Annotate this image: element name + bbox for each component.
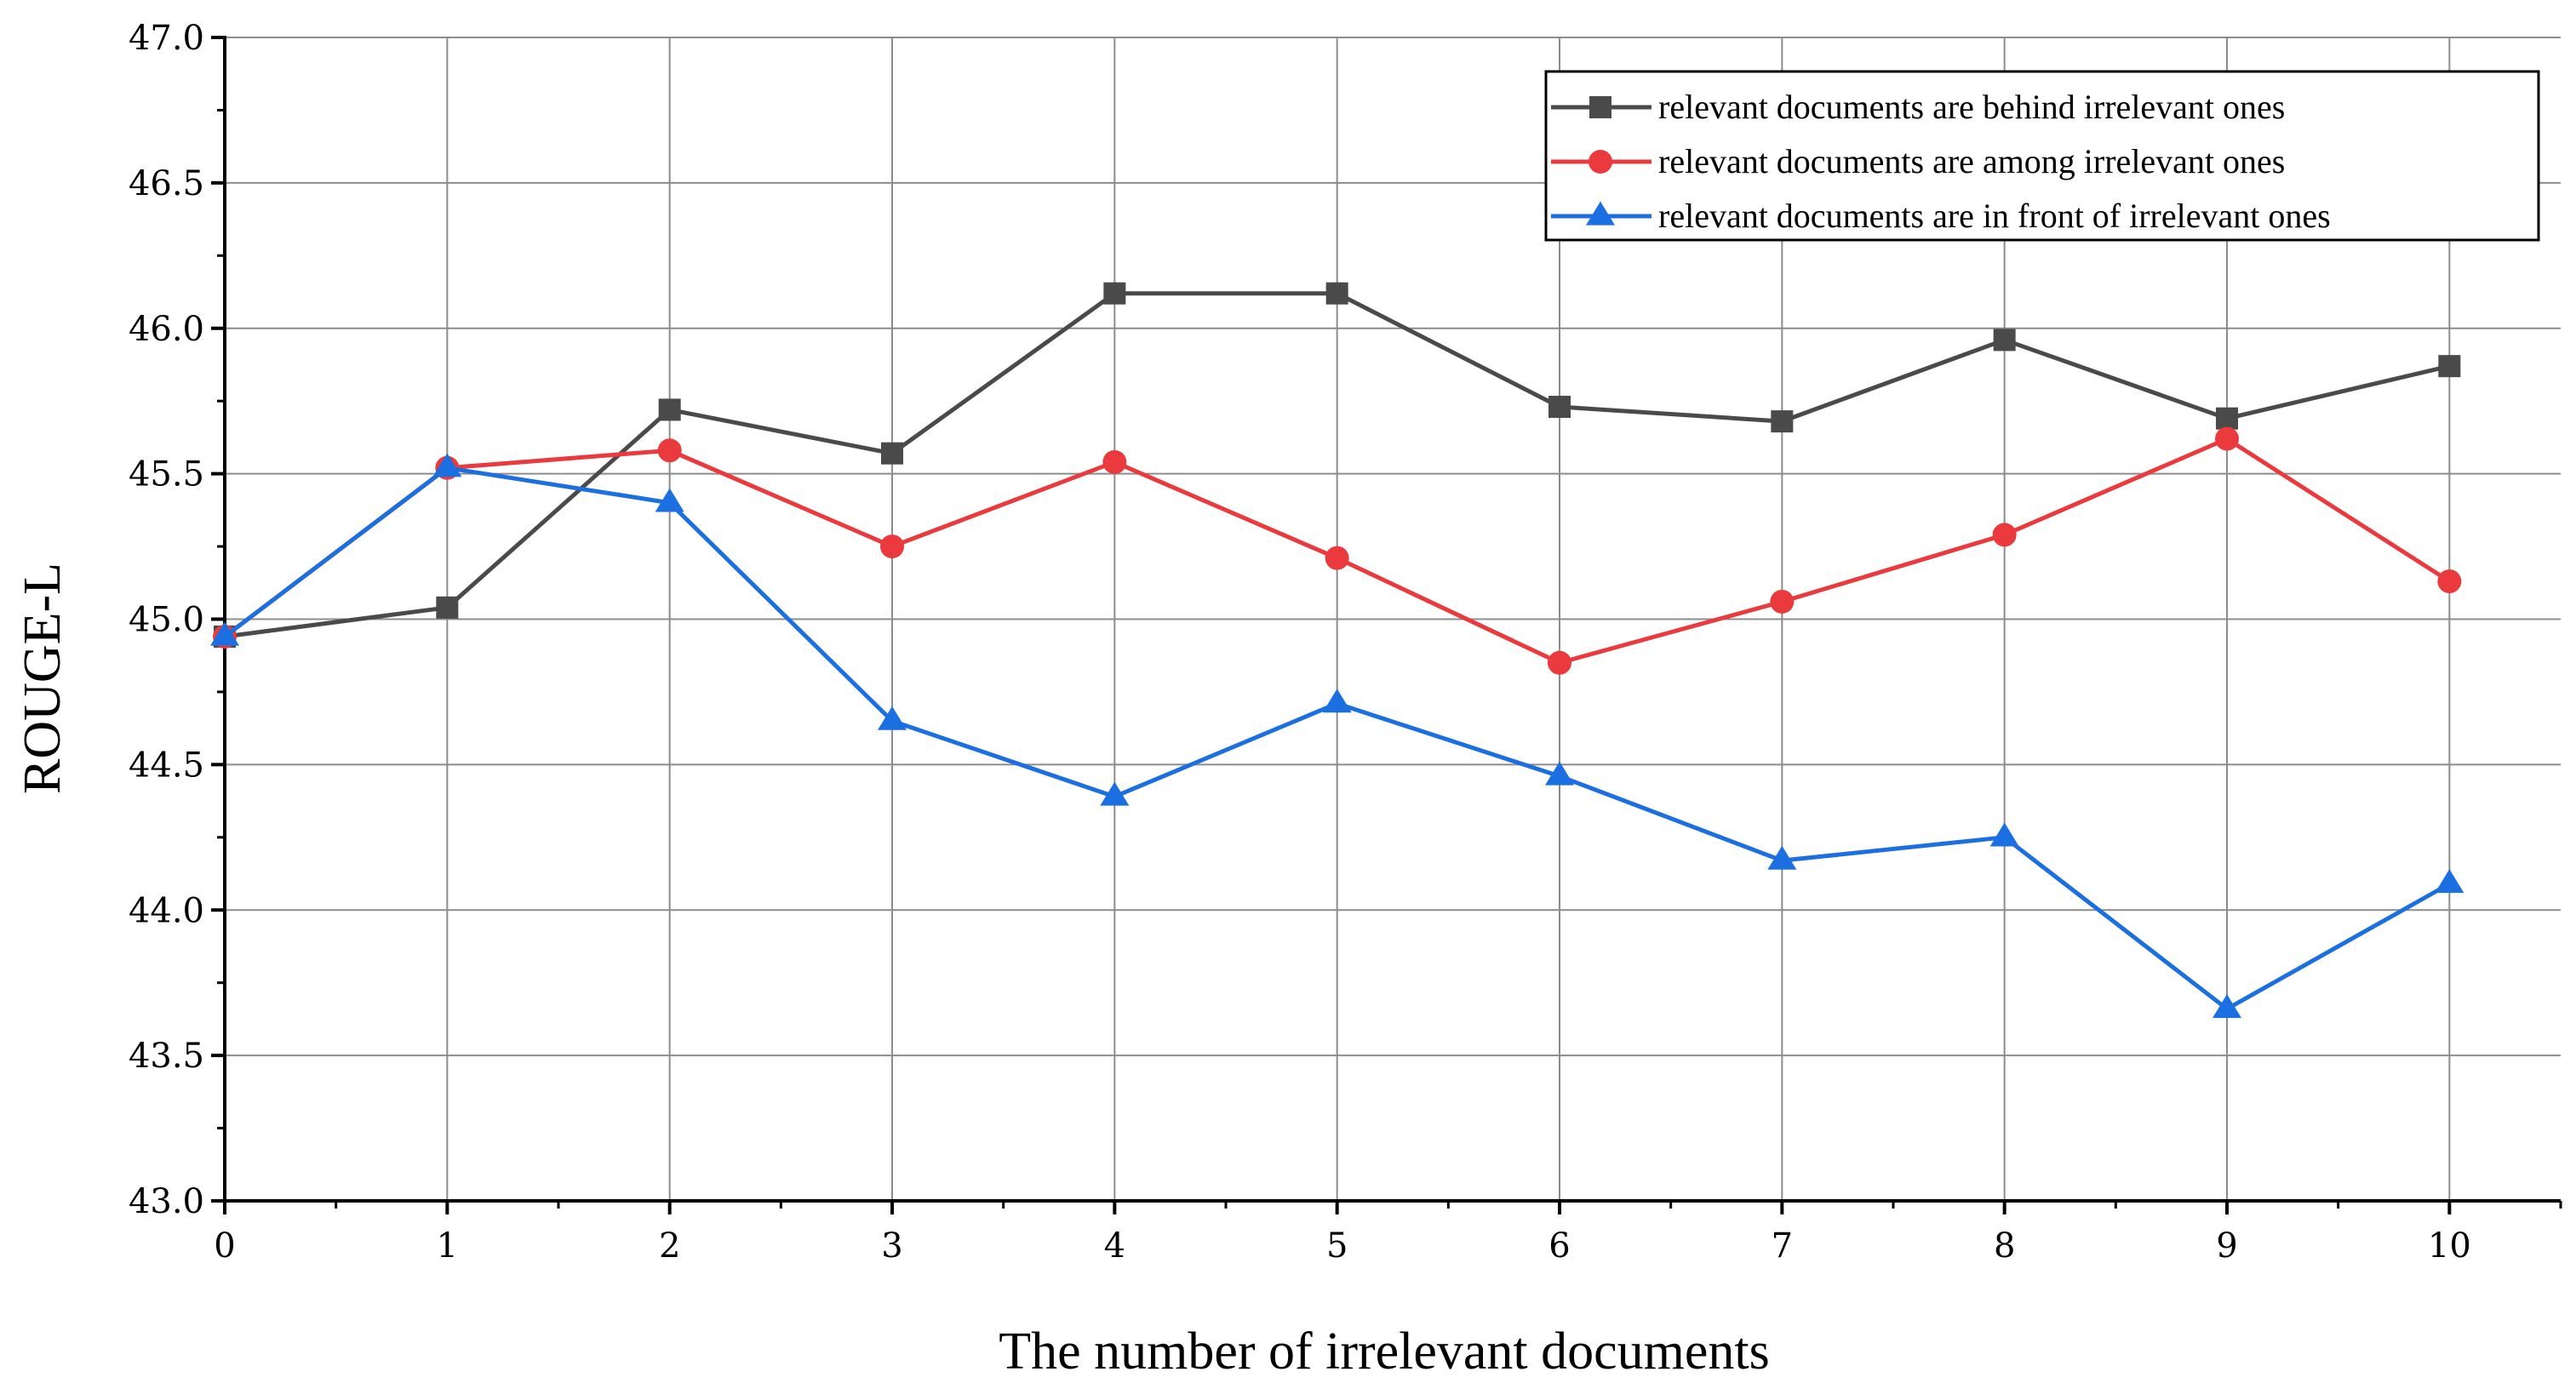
series-3 xyxy=(210,453,2464,1019)
x-tick-label: 9 xyxy=(2216,1226,2237,1266)
series-3-point xyxy=(210,621,239,646)
series-3-point xyxy=(655,488,684,512)
series-2-point xyxy=(2215,426,2239,451)
series-2-point xyxy=(880,534,904,559)
legend-label: relevant documents are in front of irrel… xyxy=(1658,197,2331,235)
series-3-point xyxy=(2212,994,2241,1019)
series-3-point xyxy=(1322,689,1352,713)
series-1-point xyxy=(2216,407,2238,430)
y-tick-label: 45.5 xyxy=(129,455,204,494)
series-3-point xyxy=(2435,869,2464,894)
y-tick-label: 46.5 xyxy=(129,164,204,203)
x-tick-label: 5 xyxy=(1326,1226,1348,1266)
y-tick-label: 43.5 xyxy=(129,1037,204,1076)
legend-entry-1: relevant documents are behind irrelevant… xyxy=(1551,88,2285,126)
series-3-point xyxy=(878,706,907,730)
series-2-point xyxy=(2437,569,2462,594)
series-2 xyxy=(213,426,2462,675)
series-2-point xyxy=(1325,546,1349,570)
y-tick-label: 47.0 xyxy=(129,19,204,58)
x-tick-label: 6 xyxy=(1548,1226,1570,1266)
x-tick-label: 10 xyxy=(2428,1226,2471,1266)
series-1-point xyxy=(2438,355,2461,378)
series-1-point xyxy=(658,398,681,421)
x-axis-title: The number of irrelevant documents xyxy=(999,1323,1770,1380)
series-2-point xyxy=(1548,650,1571,675)
axes: 0 1 2 3 4 5 6 7 8 9 10 43.0 43.5 44.0 44.5 45.0 45.5 46.0… xyxy=(129,19,2562,1266)
series-1-point xyxy=(436,596,459,619)
series-1 xyxy=(214,282,2461,649)
series-layer xyxy=(210,282,2464,1019)
legend-label: relevant documents are behind irrelevant… xyxy=(1658,88,2285,126)
x-tick-label: 7 xyxy=(1772,1226,1793,1266)
series-3-point xyxy=(1545,761,1574,786)
legend-entry-2: relevant documents are among irrelevant … xyxy=(1551,142,2285,180)
y-tick-label: 44.5 xyxy=(129,746,204,785)
legend: relevant documents are behind irrelevant… xyxy=(1544,70,2540,242)
y-tick-label: 43.0 xyxy=(129,1182,204,1221)
series-2-point xyxy=(1992,523,2017,547)
series-1-point xyxy=(1771,410,1794,433)
x-tick-label: 3 xyxy=(881,1226,902,1266)
series-1-point xyxy=(1103,282,1126,305)
series-3-point xyxy=(1767,845,1797,870)
x-tick-label: 2 xyxy=(659,1226,680,1266)
series-1-point xyxy=(881,442,903,465)
legend-marker xyxy=(1589,96,1611,118)
legend-marker xyxy=(1589,150,1612,174)
series-3-point xyxy=(1100,781,1130,806)
legend-box xyxy=(1544,70,2540,242)
series-1-point xyxy=(1548,396,1571,419)
x-tick-label: 4 xyxy=(1104,1226,1125,1266)
x-tick-label: 0 xyxy=(214,1226,235,1266)
series-3-point xyxy=(432,453,462,477)
y-axis-title: ROUGE-L xyxy=(14,563,72,794)
y-tick-label: 46.0 xyxy=(129,310,204,349)
legend-entry-3: relevant documents are in front of irrel… xyxy=(1551,197,2331,235)
y-tick-label: 44.0 xyxy=(129,891,204,930)
legend-label: relevant documents are among irrelevant … xyxy=(1658,142,2285,180)
x-tick-label: 1 xyxy=(437,1226,458,1266)
y-tick-label: 45.0 xyxy=(129,601,204,640)
series-3-point xyxy=(1989,822,2019,847)
legend-marker xyxy=(1586,201,1615,226)
series-2-point xyxy=(1770,589,1795,614)
series-1-point xyxy=(1993,329,2016,351)
series-2-point xyxy=(657,438,682,463)
series-1-point xyxy=(1325,282,1348,305)
x-tick-label: 8 xyxy=(1994,1226,2015,1266)
series-2-point xyxy=(1102,449,1127,474)
